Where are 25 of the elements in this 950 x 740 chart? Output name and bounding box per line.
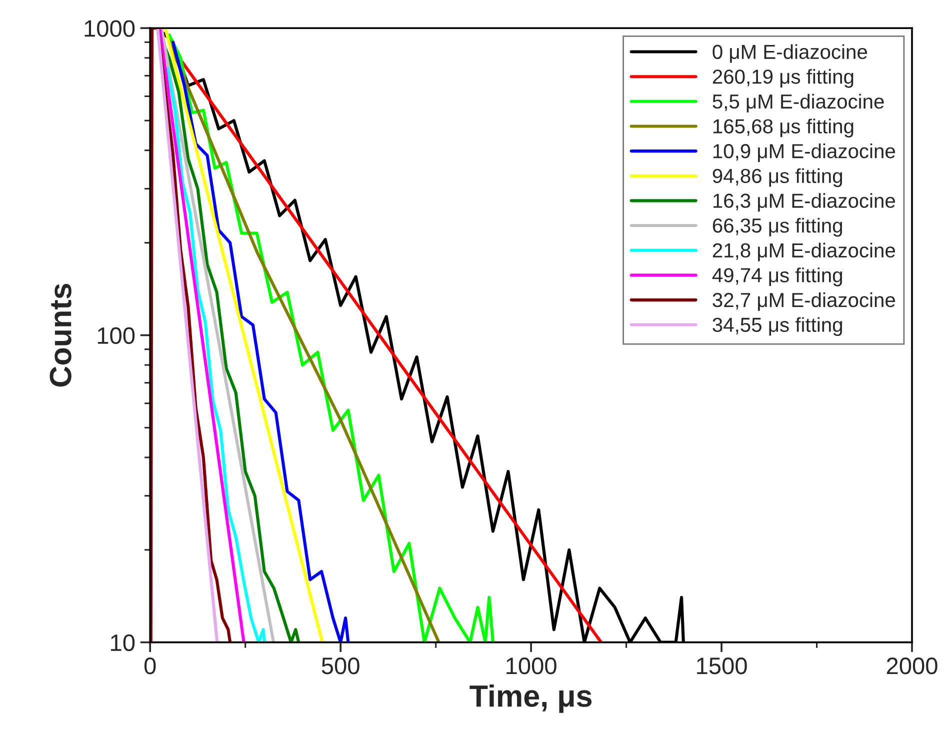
line-series — [166, 66, 266, 642]
legend-label: 49,74 μs fitting — [712, 268, 842, 286]
legend-label: 10,9 μM E-diazocine — [713, 143, 896, 162]
y-tick-label: 100 — [98, 327, 135, 344]
legend-label: 0 μM E-diazocine — [712, 44, 868, 63]
x-axis-title: Time, μs — [470, 684, 592, 713]
line-series — [168, 40, 440, 642]
x-tick-label: 1500 — [697, 658, 747, 674]
x-tick-label: 1000 — [506, 658, 556, 674]
line-series — [171, 40, 350, 642]
legend-label: 34,55 μs fitting — [712, 317, 842, 336]
x-tick-label: 500 — [322, 658, 360, 674]
legend-label: 21,8 μM E-diazocine — [712, 242, 896, 262]
legend-label: 5,5 μM E-diazocine — [712, 94, 884, 112]
y-axis-title: Counts — [50, 284, 72, 387]
legend-label: 66,35 μs fitting — [712, 218, 842, 237]
legend-label: 260,19 μs fitting — [712, 69, 854, 88]
y-tick-label: 10 — [111, 634, 135, 652]
x-tick-label: 2000 — [886, 658, 938, 674]
legend-label: 32,7 μM E-diazocine — [712, 292, 896, 311]
x-tick-label: 0 — [144, 658, 156, 674]
y-tick-label: 1000 — [84, 20, 135, 37]
legend-label: 165,68 μs fitting — [713, 118, 854, 138]
legend-label: 94,86 μs fitting — [712, 168, 842, 188]
legend-label: 16,3 μM E-diazocine — [713, 193, 896, 212]
